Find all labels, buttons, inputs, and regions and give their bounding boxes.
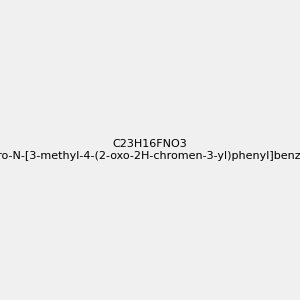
Text: C23H16FNO3
2-fluoro-N-[3-methyl-4-(2-oxo-2H-chromen-3-yl)phenyl]benzamide: C23H16FNO3 2-fluoro-N-[3-methyl-4-(2-oxo… [0, 139, 300, 161]
